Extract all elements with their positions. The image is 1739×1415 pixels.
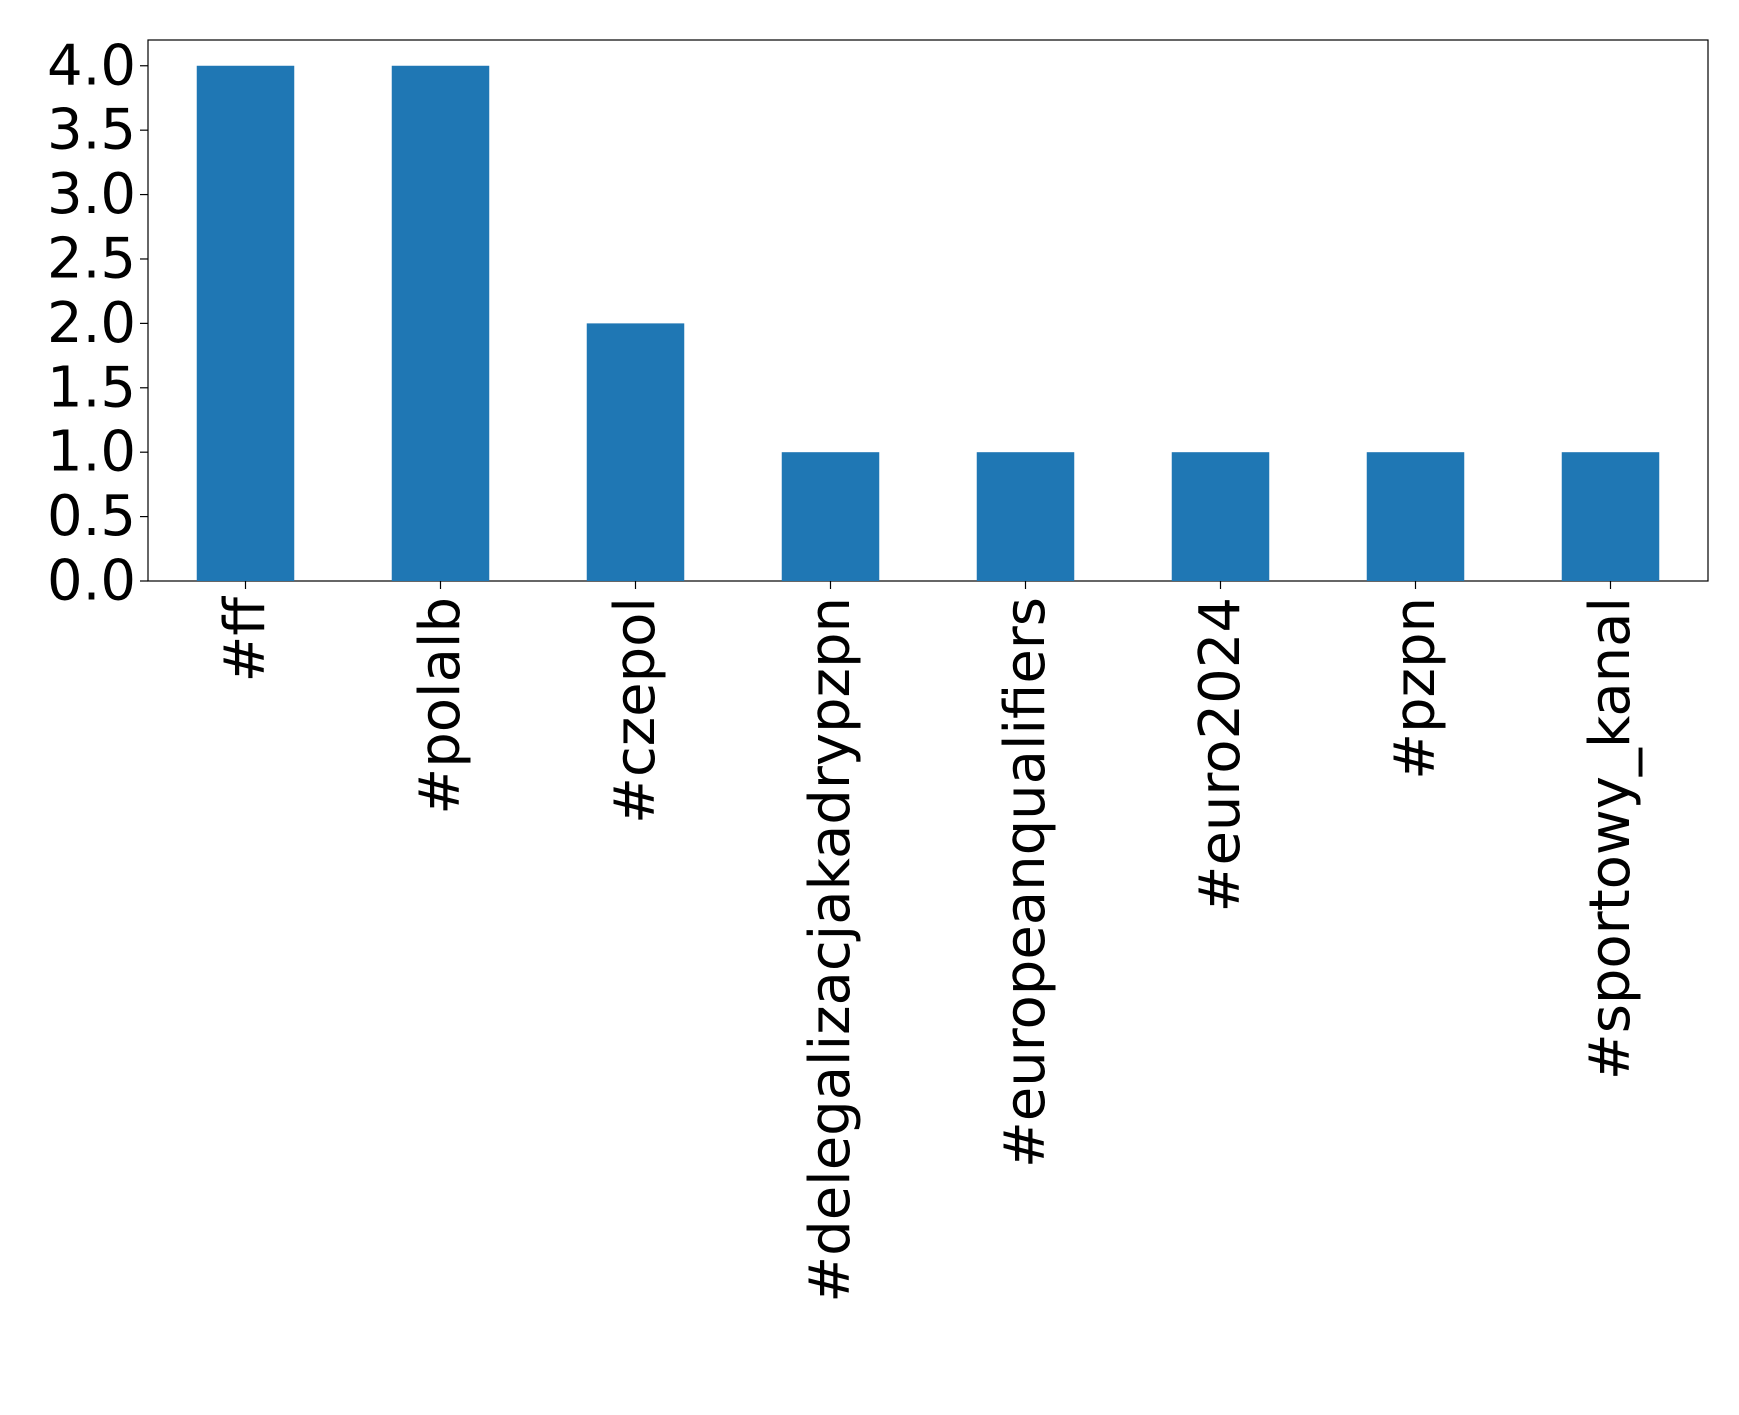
y-tick-label: 3.0 <box>47 162 136 227</box>
bar <box>391 65 490 581</box>
x-tick-label: #polalb <box>408 597 473 815</box>
y-tick-label: 2.0 <box>47 291 136 356</box>
x-tick-label: #czepol <box>603 597 668 824</box>
bar <box>1171 452 1270 581</box>
bar <box>1561 452 1660 581</box>
bar <box>976 452 1075 581</box>
x-tick-label: #delegalizacjakadrypzpn <box>798 597 863 1303</box>
y-tick-label: 1.0 <box>47 420 136 485</box>
bar <box>781 452 880 581</box>
y-tick-label: 1.5 <box>47 355 136 420</box>
y-tick-label: 0.5 <box>47 484 136 549</box>
bar <box>196 65 295 581</box>
bar <box>1366 452 1465 581</box>
y-tick-label: 3.5 <box>47 98 136 163</box>
x-tick-label: #europeanqualifiers <box>993 597 1058 1168</box>
x-tick-label: #ff <box>213 596 278 683</box>
x-tick-label: #pzpn <box>1383 597 1448 780</box>
x-tick-label: #euro2024 <box>1188 597 1253 912</box>
axes-frame <box>147 39 1709 582</box>
x-tick-label: #sportowy_kanal <box>1578 597 1643 1080</box>
y-tick-label: 2.5 <box>47 226 136 291</box>
y-tick-label: 0.0 <box>47 549 136 614</box>
bar <box>586 323 685 581</box>
y-tick-label: 4.0 <box>47 33 136 98</box>
